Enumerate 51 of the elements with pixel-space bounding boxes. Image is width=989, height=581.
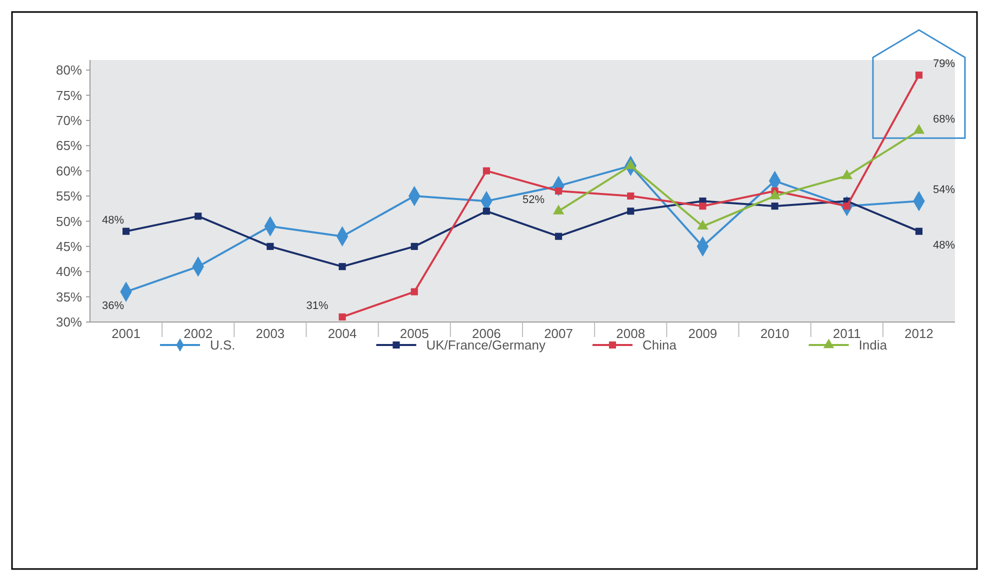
y-tick-label: 30% [56,314,82,330]
y-tick-label: 60% [56,163,82,178]
data-label: 79% [932,58,956,70]
y-tick-label: 75% [56,88,82,103]
point [697,220,708,230]
data-label: 31% [306,300,328,312]
legend-label: China [642,338,678,353]
x-tick-label: 2009 [688,326,718,341]
y-tick-label: 80% [56,62,82,78]
data-label: 36% [102,300,124,312]
x-tick-label: 2002 [184,326,213,341]
y-tick-label: 50% [56,214,82,229]
x-tick-label: 2007 [544,326,574,341]
data-label: 54% [932,184,956,196]
x-tick-label: 2005 [400,326,429,341]
data-label: 68% [932,114,956,126]
point [771,202,778,210]
legend-label: U.S. [210,338,236,353]
y-tick-label: 40% [56,264,82,280]
data-label: 52% [522,194,545,206]
point [555,232,562,240]
point [482,208,490,215]
point [338,263,346,270]
y-tick-label: 45% [56,238,82,254]
point [194,212,202,220]
x-tick-label: 2012 [904,326,934,341]
point [122,228,130,235]
point [555,187,562,195]
point [699,202,706,210]
y-tick-label: 55% [56,188,82,204]
y-tick-label: 70% [56,113,82,128]
x-tick-label: 2004 [328,326,357,341]
data-label: 48% [932,239,956,252]
point [266,242,274,250]
point [338,313,346,320]
point [482,167,490,174]
point [627,192,634,200]
y-tick-label: 35% [56,289,82,304]
point [627,208,634,215]
data-label: 48% [102,214,124,226]
legend-label: India [858,338,888,353]
x-tick-label: 2003 [256,326,285,341]
x-tick-label: 2008 [616,326,646,341]
point [410,242,418,250]
x-tick-label: 2001 [112,326,141,341]
x-tick-label: 2010 [760,326,790,341]
point [915,228,922,235]
y-tick-label: 65% [56,138,82,154]
point [915,72,922,79]
point [410,288,418,296]
x-tick-label: 2011 [832,326,861,341]
